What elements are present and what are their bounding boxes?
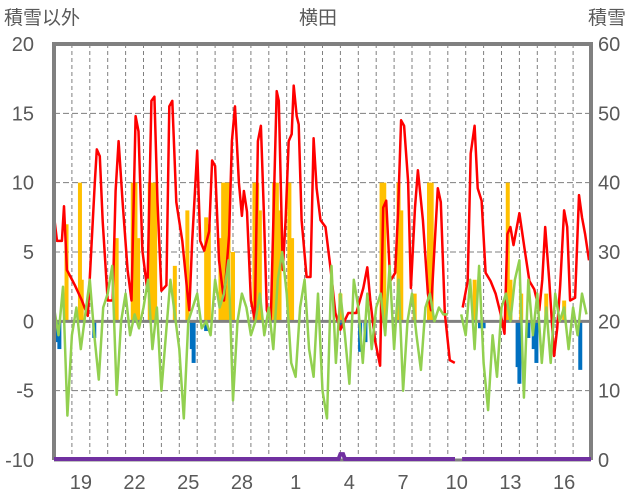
blue-bar (191, 321, 196, 363)
axes: -10 -5 0 5 10 15 20 0 10 20 30 40 50 60 19 22 25 28 1 4 7 10 1… (5, 34, 620, 494)
orange-bar (136, 238, 141, 322)
orange-bar (508, 279, 513, 322)
blue-bar (578, 321, 583, 370)
purple-line (54, 452, 591, 461)
orange-bar (64, 224, 69, 322)
orange-bar (427, 182, 432, 322)
x-tick-label: 4 (344, 472, 355, 494)
blue-bar (478, 321, 483, 329)
right-tick-label: 40 (598, 173, 620, 195)
x-tick-label: 13 (499, 472, 521, 494)
orange-bar (399, 210, 404, 322)
x-tick-label: 25 (177, 472, 199, 494)
left-tick-label: 5 (23, 242, 34, 264)
right-axis-title: 積雪 (588, 7, 626, 29)
blue-bar (526, 321, 531, 338)
orange-bar (133, 182, 138, 322)
left-tick-label: 10 (12, 173, 34, 195)
left-tick-label: 20 (12, 34, 34, 56)
orange-bar (252, 182, 257, 322)
orange-bar (221, 182, 226, 322)
right-tick-label: 50 (598, 103, 620, 125)
left-tick-label: -5 (16, 381, 34, 403)
blue-bar (534, 321, 539, 363)
x-tick-label: 19 (70, 472, 92, 494)
blue-bar (517, 321, 522, 384)
blue-bar (481, 321, 486, 329)
x-tick-label: 28 (231, 472, 253, 494)
orange-bar (185, 210, 190, 322)
orange-bar (272, 182, 277, 322)
right-tick-label: 20 (598, 311, 620, 333)
right-tick-label: 60 (598, 34, 620, 56)
x-tick-label: 1 (290, 472, 301, 494)
right-tick-label: 0 (598, 450, 609, 472)
x-tick-label: 16 (553, 472, 575, 494)
orange-bar (257, 210, 262, 322)
red-line (52, 84, 591, 367)
x-tick-label: 7 (397, 472, 408, 494)
right-tick-label: 30 (598, 242, 620, 264)
orange-bar (147, 182, 152, 322)
orange-bar (150, 182, 155, 322)
plot-marks (52, 84, 591, 420)
left-axis-title: 積雪以外 (4, 7, 80, 29)
orange-bar (472, 279, 477, 322)
orange-bar (382, 182, 387, 322)
orange-bar (274, 182, 279, 322)
orange-bar (204, 217, 209, 322)
orange-bar (153, 182, 158, 322)
orange-bar (206, 224, 211, 322)
orange-bar (396, 182, 401, 322)
plot-border (52, 42, 593, 460)
left-tick-label: 15 (12, 103, 34, 125)
orange-bar (231, 252, 235, 322)
chart-title: 横田 (299, 7, 337, 29)
left-tick-label: 0 (23, 311, 34, 333)
orange-bar (223, 182, 228, 322)
right-tick-label: 10 (598, 381, 620, 403)
orange-bar (114, 238, 119, 322)
orange-bar (429, 182, 434, 322)
x-tick-label: 22 (123, 472, 145, 494)
orange-bar (287, 182, 292, 322)
orange-bar (290, 238, 295, 322)
orange-bar (172, 265, 177, 322)
orange-bar (77, 182, 82, 322)
blue-bar (204, 321, 209, 332)
left-tick-label: -10 (5, 450, 34, 472)
blue-bar (339, 321, 344, 329)
green-line (52, 250, 588, 420)
x-tick-label: 10 (446, 472, 468, 494)
